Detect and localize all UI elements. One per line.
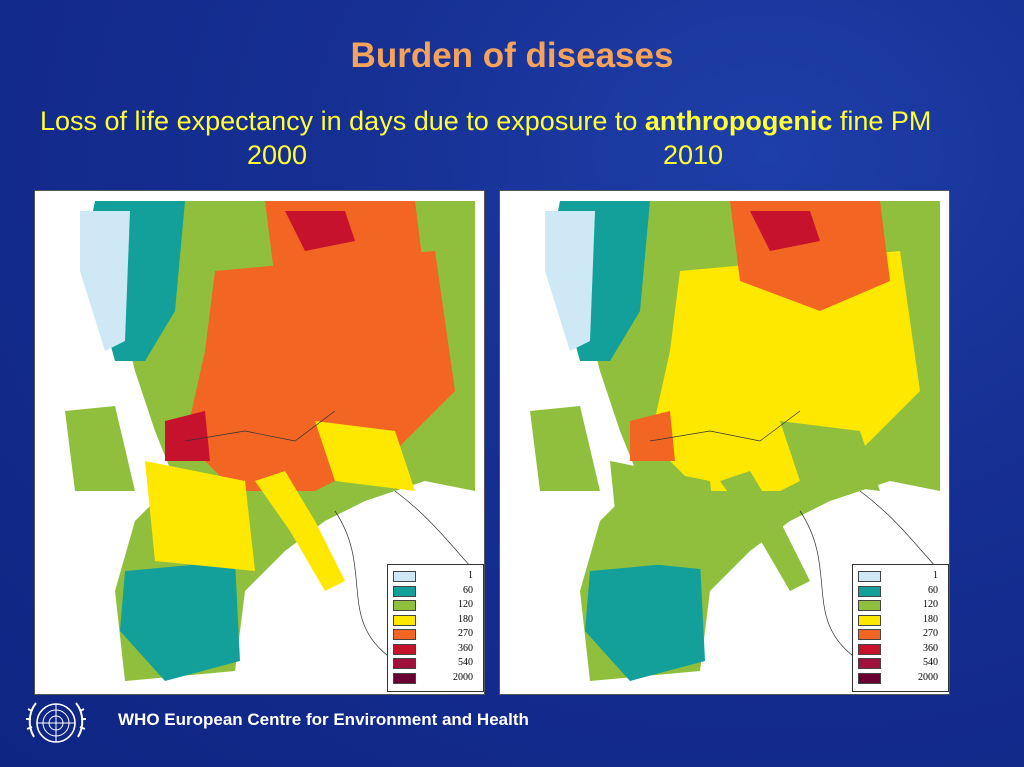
benelux-region: [630, 411, 675, 461]
legend-item: 1: [393, 569, 481, 582]
legend-2000: 1 60 120 180 270 360 540 2000: [387, 564, 484, 692]
legend-item: 360: [858, 642, 946, 655]
legend-swatch: [858, 658, 881, 669]
legend-swatch: [393, 658, 416, 669]
poland-hotspot-region: [750, 211, 820, 251]
page-title: Burden of diseases: [350, 36, 674, 75]
legend-swatch: [858, 585, 881, 597]
france-region: [610, 461, 720, 571]
legend-label: 540: [923, 657, 938, 668]
legend-label: 180: [458, 613, 473, 625]
legend-swatch: [858, 614, 881, 626]
legend-label: 540: [458, 657, 473, 668]
year-label-2010: 2010: [663, 140, 724, 170]
footer-text: WHO European Centre for Environment and …: [118, 710, 529, 729]
legend-label: 180: [923, 613, 938, 625]
italy-region: [255, 471, 345, 591]
iberia-region: [120, 561, 240, 681]
legend-item: 120: [393, 598, 481, 611]
subtitle: Loss of life expectancy in days due to e…: [40, 106, 931, 137]
legend-item: 270: [858, 627, 946, 640]
norway-glacier-region: [80, 211, 130, 351]
legend-item: 270: [393, 627, 481, 640]
legend-item: 60: [393, 584, 481, 597]
legend-item: 2000: [393, 671, 481, 684]
legend-label: 360: [923, 642, 938, 654]
legend-swatch: [858, 600, 881, 611]
legend-swatch: [393, 643, 416, 655]
legend-label: 360: [458, 642, 473, 654]
legend-label: 270: [458, 628, 473, 639]
legend-label: 1: [468, 570, 473, 581]
balkans-region: [315, 421, 415, 491]
legend-swatch: [858, 643, 881, 655]
legend-label: 2000: [453, 671, 473, 683]
legend-label: 2000: [918, 671, 938, 683]
france-region: [145, 461, 255, 571]
legend-label: 270: [923, 628, 938, 639]
legend-label: 120: [458, 599, 473, 610]
legend-swatch: [858, 629, 881, 640]
legend-item: 540: [393, 656, 481, 669]
map-2010: [500, 191, 949, 694]
legend-swatch: [393, 629, 416, 640]
italy-region: [720, 471, 810, 591]
benelux-region: [165, 411, 210, 461]
legend-swatch: [393, 571, 416, 582]
legend-item: 180: [858, 613, 946, 626]
legend-swatch: [393, 672, 416, 684]
subtitle-bold: anthropogenic: [644, 106, 833, 136]
poland-hotspot-region: [285, 211, 355, 251]
legend-swatch: [393, 614, 416, 626]
legend-label: 60: [463, 584, 473, 596]
map-2000: [35, 191, 484, 694]
map-panel-2000: 1 60 120 180 270 360 540 2000: [34, 190, 485, 695]
legend-item: 360: [393, 642, 481, 655]
legend-label: 120: [923, 599, 938, 610]
norway-glacier-region: [545, 211, 595, 351]
un-emblem-icon: [26, 702, 86, 743]
british-isles-region: [530, 406, 600, 491]
legend-swatch: [858, 672, 881, 684]
legend-item: 2000: [858, 671, 946, 684]
year-label-2000: 2000: [247, 140, 308, 170]
legend-item: 60: [858, 584, 946, 597]
subtitle-prefix: Loss of life expectancy in days due to e…: [40, 106, 645, 136]
balkans-region: [780, 421, 880, 491]
legend-item: 120: [858, 598, 946, 611]
legend-swatch: [393, 600, 416, 611]
map-panel-2010: 1 60 120 180 270 360 540 2000: [499, 190, 950, 695]
subtitle-suffix: fine PM: [832, 106, 932, 136]
legend-item: 540: [858, 656, 946, 669]
legend-swatch: [393, 585, 416, 597]
legend-label: 1: [933, 570, 938, 581]
iberia-region: [585, 561, 705, 681]
legend-2010: 1 60 120 180 270 360 540 2000: [852, 564, 949, 692]
legend-item: 180: [393, 613, 481, 626]
legend-item: 1: [858, 569, 946, 582]
british-isles-region: [65, 406, 135, 491]
legend-label: 60: [928, 584, 938, 596]
legend-swatch: [858, 571, 881, 582]
